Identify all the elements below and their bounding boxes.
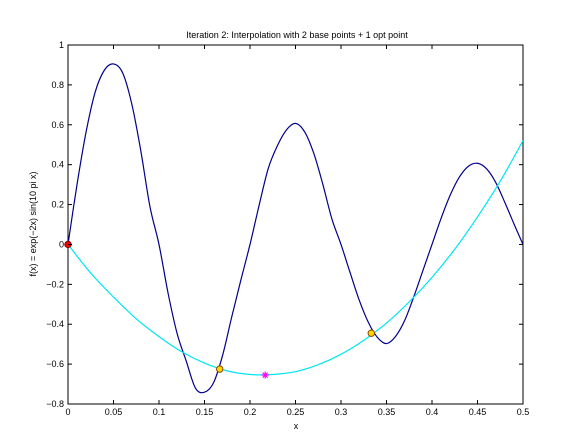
x-tick-label: 0.4 [426, 407, 439, 417]
y-axis: −0.8 −0.6 −0.4 −0.2 0 0.2 0.4 0.6 0.8 1 [46, 40, 523, 409]
y-tick-label: −0.8 [46, 399, 64, 409]
x-tick-label: 0.15 [196, 407, 214, 417]
base-point-marker [215, 365, 224, 373]
series-layer [67, 63, 524, 394]
y-tick-label: 0.6 [51, 120, 64, 130]
y-tick-label: −0.4 [46, 319, 64, 329]
x-tick-label: 0.2 [244, 407, 257, 417]
x-tick-label: 0.45 [469, 407, 487, 417]
y-tick-label: 0.4 [51, 160, 64, 170]
chart-title: Iteration 2: Interpolation with 2 base p… [186, 30, 408, 40]
x-tick-label: 0.35 [378, 407, 396, 417]
y-axis-title: f(x) = exp(−2x) sin(10 pi x) [28, 171, 38, 276]
y-tick-label: 0.2 [51, 200, 64, 210]
interpolation-line [67, 140, 524, 376]
x-tick-label: 0.25 [287, 407, 305, 417]
x-axis: 0 0.05 0.1 0.15 0.2 0.25 0.3 0.35 0.4 0.45 0.5 [65, 45, 529, 417]
x-tick-label: 0 [65, 407, 70, 417]
y-tick-label: −0.2 [46, 279, 64, 289]
y-tick-label: −0.6 [46, 359, 64, 369]
x-tick-label: 0.3 [335, 407, 348, 417]
x-tick-label: 0.1 [153, 407, 166, 417]
x-tick-label: 0.05 [105, 407, 123, 417]
y-tick-label: 0 [59, 239, 64, 249]
base-point-marker [367, 329, 376, 337]
optimum-point-marker [261, 371, 269, 379]
x-tick-label: 0.5 [517, 407, 530, 417]
y-tick-label: 0.8 [51, 80, 64, 90]
x-axis-title: x [294, 421, 299, 431]
y-tick-label: 1 [59, 40, 64, 50]
function-line [67, 63, 524, 394]
